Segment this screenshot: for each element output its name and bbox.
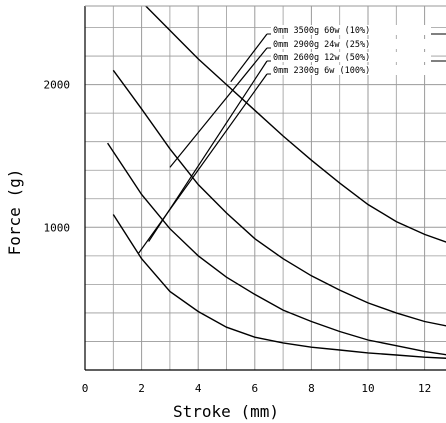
legend-bg [271, 52, 431, 62]
x-tick-label: 10 [361, 382, 374, 395]
series-line-4 [112, 214, 446, 359]
series-line-2 [112, 69, 446, 327]
legend: 0mm 3500g 60w (10%) 0mm 2900g 24w (25%) 0m… [271, 25, 431, 76]
x-tick-label: 4 [195, 382, 202, 395]
series-line-3 [107, 142, 446, 356]
x-axis-title: Stroke (mm) [173, 402, 279, 421]
legend-entry-1: 0mm 3500g 60w (10%) [273, 26, 370, 36]
legend-entry-2: 0mm 2900g 24w (25%) [273, 40, 370, 50]
legend-leader-2 [169, 47, 268, 168]
curves [107, 6, 446, 359]
x-tick-label: 6 [251, 382, 258, 395]
legend-bg [271, 39, 431, 49]
legend-leaders [138, 33, 446, 254]
legend-entry-4: 0mm 2300g 6w (100%) [273, 66, 370, 76]
legend-leader-1 [230, 33, 268, 83]
legend-bg [271, 25, 431, 35]
x-tick-label: 8 [308, 382, 315, 395]
x-tick-label: 2 [138, 382, 145, 395]
y-tick-label: 2000 [44, 79, 71, 92]
x-tick-label: 0 [82, 382, 89, 395]
y-tick-label: 1000 [44, 221, 71, 234]
legend-leader-4 [138, 73, 268, 254]
series-line-1 [144, 6, 446, 243]
x-tick-label: 12 [418, 382, 431, 395]
y-axis-title: Force (g) [5, 169, 24, 256]
axes: 0 2 4 6 8 10 12 1000 2000 [44, 5, 446, 395]
legend-entry-3: 0mm 2600g 12w (50%) [273, 53, 370, 63]
legend-bg [271, 65, 431, 75]
